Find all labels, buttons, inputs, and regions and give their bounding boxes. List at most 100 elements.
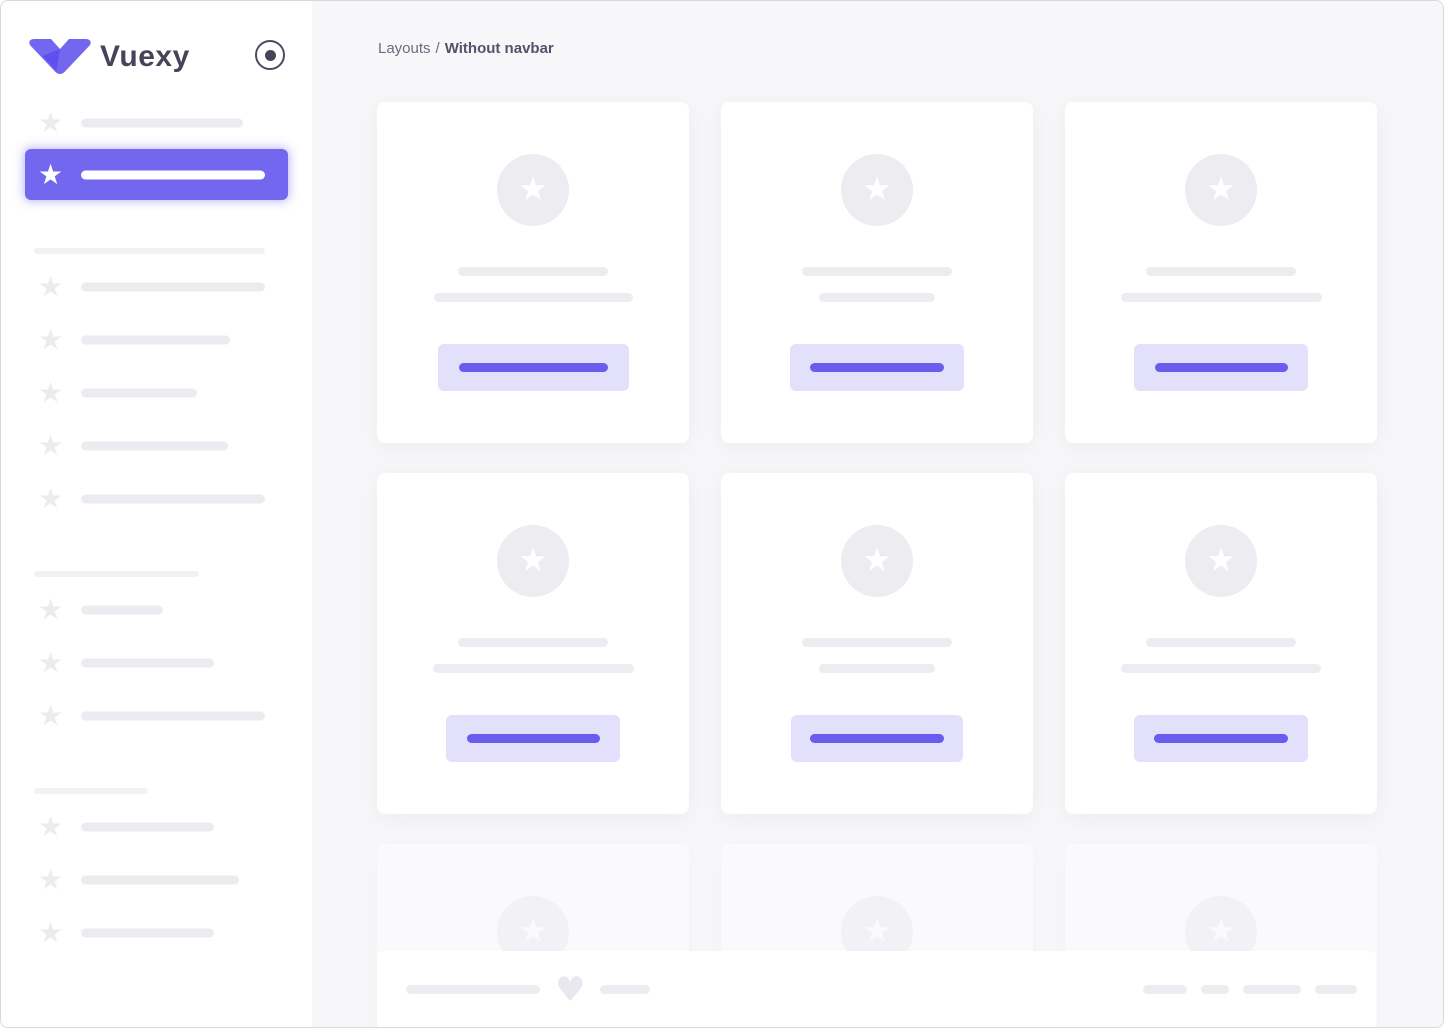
star-icon: ★ — [518, 540, 548, 579]
card-button-label-placeholder — [1154, 734, 1288, 743]
star-icon: ★ — [38, 645, 64, 679]
nav-section-header-placeholder — [34, 788, 148, 794]
card-subtitle-placeholder — [819, 664, 935, 673]
card-button[interactable] — [1134, 344, 1308, 391]
card: ★ — [721, 102, 1033, 443]
star-icon: ★ — [38, 862, 64, 896]
card-avatar: ★ — [497, 525, 569, 597]
nav-item[interactable]: ★ — [1, 419, 312, 472]
nav-item-label-placeholder — [81, 118, 243, 127]
breadcrumb-current: Without navbar — [444, 40, 554, 57]
card-grid: ★ ★ ★ ★ ★ ★ ★ ★ ★ — [377, 102, 1377, 1027]
nav-item-label-placeholder — [81, 494, 265, 503]
nav-item[interactable]: ★ — [1, 636, 312, 689]
card-title-placeholder — [458, 638, 608, 647]
card-button[interactable] — [446, 715, 620, 762]
star-icon: ★ — [38, 428, 64, 462]
toggle-dot — [264, 49, 276, 61]
breadcrumb-section[interactable]: Layouts — [378, 40, 431, 57]
brand: Vuexy — [29, 39, 190, 75]
nav-item-label-placeholder — [81, 711, 265, 720]
card-button-label-placeholder — [1154, 363, 1288, 372]
menu-pin-toggle-icon[interactable] — [255, 40, 285, 70]
nav-item[interactable]: ★ — [1, 800, 312, 853]
nav-item-label-placeholder — [81, 658, 214, 667]
nav-item[interactable]: ★ — [1, 583, 312, 636]
nav-item-label-placeholder — [81, 822, 214, 831]
star-icon: ★ — [38, 809, 64, 843]
sidebar: Vuexy ★ ★ ★ ★ ★ ★ ★ ★ ★ ★ ★ ★ ★ — [1, 1, 312, 1027]
nav-item[interactable]: ★ — [1, 906, 312, 959]
footer: ♥ — [377, 951, 1376, 1027]
nav-item[interactable]: ★ — [1, 313, 312, 366]
star-icon: ★ — [1206, 169, 1236, 208]
card-avatar: ★ — [1185, 525, 1257, 597]
card: ★ — [721, 473, 1033, 814]
card-button-label-placeholder — [810, 363, 944, 372]
card-button[interactable] — [1134, 715, 1308, 762]
breadcrumb-separator: / — [435, 40, 440, 57]
nav-item-label-placeholder — [81, 928, 214, 937]
star-icon: ★ — [38, 481, 64, 515]
card-button[interactable] — [791, 715, 963, 762]
card-subtitle-placeholder — [1120, 293, 1322, 302]
nav-item[interactable]: ★ — [1, 260, 312, 313]
card-avatar: ★ — [1185, 154, 1257, 226]
card-subtitle-placeholder — [819, 293, 935, 302]
card-title-placeholder — [1146, 638, 1296, 647]
nav-item-label-placeholder — [81, 875, 239, 884]
card-button[interactable] — [437, 344, 629, 391]
nav-item-label-placeholder — [81, 605, 163, 614]
nav-item[interactable]: ★ — [1, 366, 312, 419]
footer-link-placeholder[interactable] — [1243, 985, 1301, 994]
card-avatar: ★ — [841, 154, 913, 226]
footer-link-placeholder[interactable] — [1143, 985, 1187, 994]
nav-item[interactable]: ★ — [1, 689, 312, 742]
star-icon: ★ — [38, 375, 64, 409]
card: ★ — [1065, 473, 1377, 814]
star-icon: ★ — [518, 911, 548, 950]
star-icon: ★ — [38, 269, 64, 303]
card-button-label-placeholder — [458, 363, 608, 372]
nav-item[interactable]: ★ — [1, 96, 312, 149]
card-subtitle-placeholder — [432, 664, 634, 673]
card-title-placeholder — [458, 267, 608, 276]
star-icon: ★ — [38, 157, 64, 191]
nav-item-label-placeholder — [81, 388, 197, 397]
card: ★ — [1065, 102, 1377, 443]
card-title-placeholder — [1146, 267, 1296, 276]
card-button-label-placeholder — [466, 734, 600, 743]
star-icon: ★ — [38, 592, 64, 626]
star-icon: ★ — [38, 915, 64, 949]
card-button[interactable] — [790, 344, 964, 391]
vuexy-v-icon — [29, 39, 91, 74]
footer-link-placeholder[interactable] — [1315, 985, 1357, 994]
star-icon: ★ — [862, 911, 892, 950]
nav-item-label-placeholder — [81, 335, 230, 344]
card-title-placeholder — [802, 638, 952, 647]
footer-right-group — [1143, 971, 1357, 1008]
star-icon: ★ — [38, 105, 64, 139]
card-avatar: ★ — [497, 154, 569, 226]
nav-item[interactable]: ★ — [1, 853, 312, 906]
breadcrumb: Layouts / Without navbar — [378, 40, 554, 57]
nav-item-label-placeholder — [81, 282, 265, 291]
card-button-label-placeholder — [810, 734, 944, 743]
main-content: Layouts / Without navbar ★ ★ ★ ★ ★ ★ ★ ★ ★ ♥ — [312, 1, 1443, 1027]
card: ★ — [377, 473, 689, 814]
nav-item-active[interactable]: ★ — [25, 149, 288, 200]
footer-left-group: ♥ — [406, 971, 651, 1008]
nav-item-label-placeholder — [81, 441, 228, 450]
card-subtitle-placeholder — [433, 293, 633, 302]
star-icon: ★ — [1206, 911, 1236, 950]
card-title-placeholder — [802, 267, 952, 276]
nav-item-label-placeholder — [81, 170, 265, 179]
card-avatar: ★ — [841, 525, 913, 597]
footer-text-placeholder — [600, 985, 651, 994]
footer-link-placeholder[interactable] — [1201, 985, 1229, 994]
star-icon: ★ — [518, 169, 548, 208]
star-icon: ★ — [38, 698, 64, 732]
nav-section-header-placeholder — [34, 571, 199, 577]
nav-item[interactable]: ★ — [1, 472, 312, 525]
